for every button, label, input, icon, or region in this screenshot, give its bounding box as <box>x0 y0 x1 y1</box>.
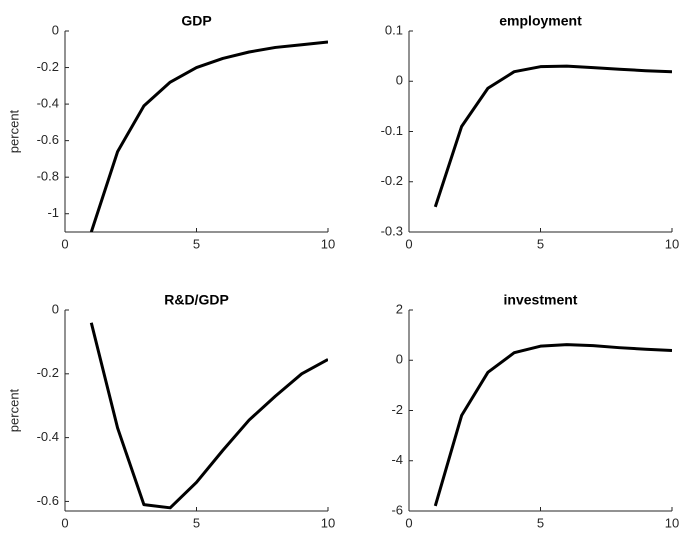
data-line <box>89 322 328 510</box>
y-tick-label: -4 <box>391 452 403 467</box>
y-tick-label: -0.2 <box>37 59 59 74</box>
x-tick-label: 5 <box>537 515 544 530</box>
data-line <box>433 64 672 208</box>
y-tick-label: -0.2 <box>37 365 59 380</box>
y-tick-label: 0.1 <box>385 22 403 37</box>
x-tick-label: 10 <box>665 515 679 530</box>
subplot: R&D/GDP percent -0.6 -0.4 -0.2 0 0 5 10 <box>6 292 335 531</box>
y-tick-label: -0.6 <box>37 132 59 147</box>
y-tick-label: 0 <box>52 22 59 37</box>
y-tick-label: -0.2 <box>381 173 403 188</box>
subplot-title: GDP <box>181 13 211 29</box>
x-tick-label: 10 <box>321 236 335 251</box>
y-axis-label: percent <box>6 109 21 153</box>
y-tick-label: -0.4 <box>37 96 59 111</box>
y-tick-label: -0.4 <box>37 429 59 444</box>
y-tick-label: 0 <box>396 352 403 367</box>
subplot: investment -6 -4 -2 0 2 0 5 10 <box>391 292 679 531</box>
y-tick-label: -0.6 <box>37 493 59 508</box>
x-tick-label: 5 <box>537 236 544 251</box>
y-tick-label: 0 <box>396 73 403 88</box>
y-tick-label: 0 <box>52 301 59 316</box>
x-tick-label: 0 <box>405 236 412 251</box>
y-tick-label: -1 <box>47 205 59 220</box>
y-tick-label: -0.1 <box>381 123 403 138</box>
subplot-title: R&D/GDP <box>164 292 229 308</box>
subplot: GDP percent -1 -0.8 -0.6 -0.4 -0.2 0 0 5 10 <box>6 13 335 252</box>
subplot-title: employment <box>499 13 582 29</box>
x-tick-label: 10 <box>321 515 335 530</box>
x-tick-label: 0 <box>61 515 68 530</box>
data-line <box>433 343 672 507</box>
subplot-title: investment <box>504 292 578 308</box>
x-tick-label: 10 <box>665 236 679 251</box>
subplot: employment -0.3 -0.2 -0.1 0 0.1 0 5 10 <box>381 13 680 252</box>
y-tick-label: -0.3 <box>381 223 403 238</box>
x-tick-label: 5 <box>193 515 200 530</box>
x-tick-label: 0 <box>61 236 68 251</box>
y-tick-label: 2 <box>396 301 403 316</box>
x-tick-label: 0 <box>405 515 412 530</box>
y-tick-label: -2 <box>391 402 403 417</box>
y-tick-label: -6 <box>391 502 403 517</box>
x-tick-label: 5 <box>193 236 200 251</box>
y-axis-label: percent <box>6 388 21 432</box>
data-line <box>89 40 328 232</box>
y-tick-label: -0.8 <box>37 169 59 184</box>
